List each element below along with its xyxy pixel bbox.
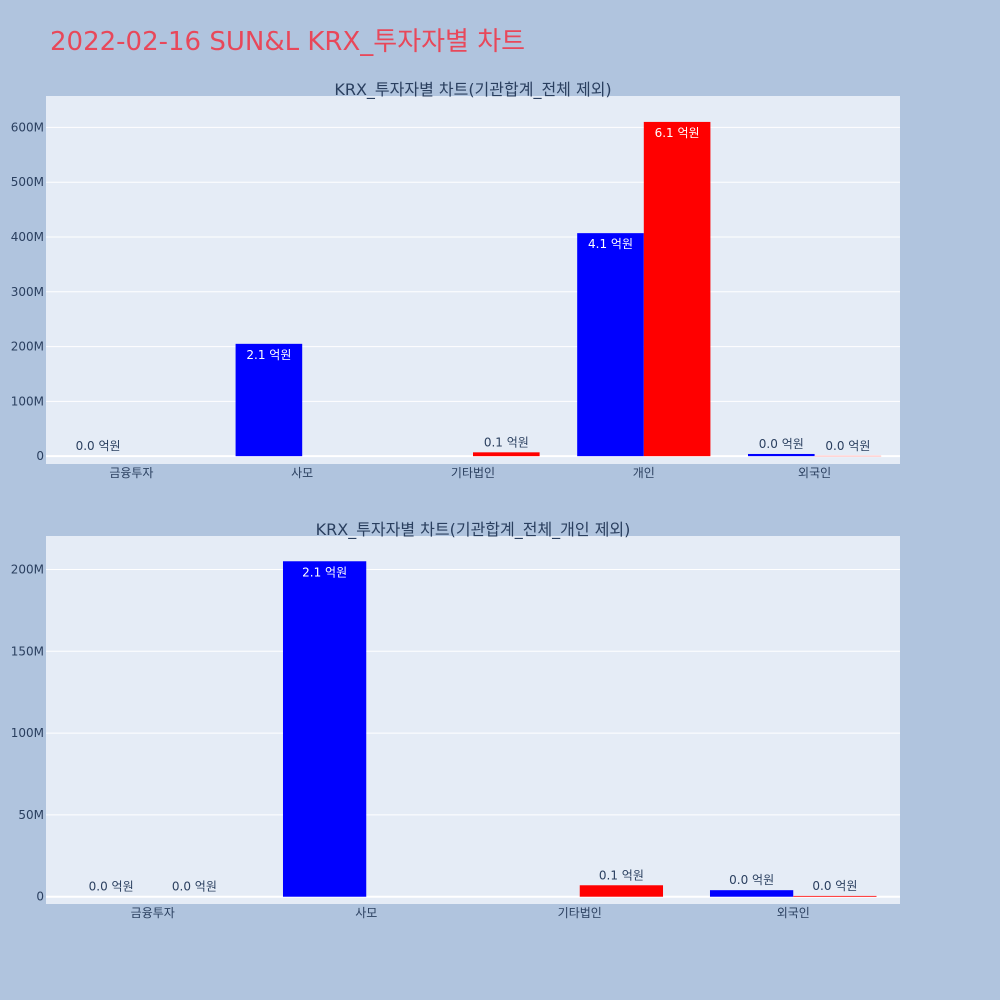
bar [282, 561, 367, 897]
x-tick-label: 외국인 [798, 466, 831, 480]
bar [747, 453, 815, 457]
y-tick-label: 600M [11, 120, 44, 134]
y-tick-label: 400M [11, 230, 44, 244]
bar [235, 343, 303, 457]
bar [473, 452, 540, 457]
y-tick-label: 50M [18, 808, 44, 822]
bar [643, 121, 711, 457]
y-tick-label: 200M [11, 340, 44, 354]
y-tick-label: 200M [11, 562, 44, 576]
x-tick-label: 금융투자 [109, 466, 153, 480]
data-label: 0.0 억원 [76, 439, 121, 453]
chart-title: KRX_투자자별 차트(기관합계_전체_개인 제외) [316, 520, 631, 540]
plot-area [46, 536, 900, 904]
bar [577, 233, 644, 457]
y-tick-label: 0 [36, 449, 44, 463]
data-label: 6.1 억원 [655, 126, 700, 140]
y-tick-label: 500M [11, 175, 44, 189]
data-label: 0.1 억원 [484, 435, 529, 449]
x-tick-label: 기타법인 [558, 906, 602, 920]
x-tick-label: 금융투자 [131, 906, 175, 920]
x-tick-label: 기타법인 [451, 466, 495, 480]
data-label: 0.0 억원 [729, 873, 774, 887]
data-label: 0.0 억원 [812, 879, 857, 893]
bar [793, 895, 877, 897]
x-tick-label: 외국인 [777, 906, 810, 920]
bar [579, 885, 664, 897]
data-label: 0.0 억원 [89, 880, 134, 894]
plot-area [46, 96, 900, 464]
chart-investors-all: 0 100M 200M 300M 400M 500M 600M KRX_투자자별 차트(기관합… [11, 80, 900, 480]
chart-investors-excl-individual: 0 50M 100M 150M 200M KRX_투자자별 차트(기관합계_전체_개인 제… [11, 520, 900, 920]
data-label: 2.1 억원 [302, 565, 347, 579]
y-tick-label: 0 [36, 890, 44, 904]
data-label: 0.1 억원 [599, 868, 644, 882]
y-tick-label: 100M [11, 394, 44, 408]
page-title: 2022-02-16 SUN&L KRX_투자자별 차트 [50, 27, 525, 57]
x-tick-label: 사모 [355, 906, 377, 920]
data-label: 0.0 억원 [172, 880, 217, 894]
data-label: 2.1 억원 [246, 348, 291, 362]
x-tick-label: 사모 [291, 466, 313, 480]
x-tick-label: 개인 [633, 466, 655, 480]
bar [709, 890, 794, 897]
data-label: 4.1 억원 [588, 237, 633, 251]
data-label: 0.0 억원 [759, 437, 804, 451]
y-tick-label: 300M [11, 285, 44, 299]
chart-title: KRX_투자자별 차트(기관합계_전체 제외) [334, 80, 611, 100]
y-tick-label: 100M [11, 726, 44, 740]
y-tick-label: 150M [11, 644, 44, 658]
data-label: 0.0 억원 [825, 439, 870, 453]
